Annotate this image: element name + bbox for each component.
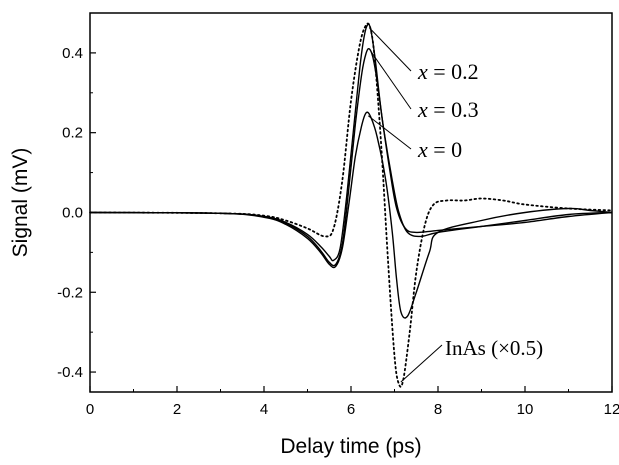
annotation-leader bbox=[370, 51, 412, 110]
y-axis-ticks: 0.4 0.2 0.0 -0.2 -0.4 bbox=[57, 12, 96, 381]
annotation-leader bbox=[367, 115, 412, 150]
x-axis-ticks: 0 2 4 6 8 10 12 bbox=[86, 386, 619, 418]
annotation-value: = 0.3 bbox=[428, 97, 479, 122]
leader-lines bbox=[367, 27, 443, 383]
y-tick-label: 0.2 bbox=[62, 125, 83, 142]
annotation-label: x = 0.3 bbox=[417, 97, 479, 122]
x-axis-title: Delay time (ps) bbox=[280, 435, 421, 458]
annotation-leader bbox=[400, 344, 443, 383]
annotation-label: x = 0 bbox=[417, 137, 462, 162]
plot-lines bbox=[89, 22, 613, 388]
series-line-1 bbox=[89, 47, 613, 267]
x-tick-label: 4 bbox=[260, 401, 268, 418]
series-line-2 bbox=[89, 111, 613, 319]
y-tick-label: 0.4 bbox=[62, 45, 83, 62]
annotation-value: = 0.2 bbox=[428, 59, 479, 84]
x-tick-label: 6 bbox=[347, 401, 355, 418]
annotation-variable: x bbox=[417, 97, 428, 122]
x-tick-label: 10 bbox=[517, 401, 534, 418]
y-tick-label: -0.4 bbox=[57, 364, 83, 381]
y-axis-title: Signal (mV) bbox=[9, 148, 32, 258]
x-tick-label: 0 bbox=[86, 401, 94, 418]
series-line-3 bbox=[89, 22, 613, 388]
x-tick-label: 2 bbox=[173, 401, 181, 418]
annotation-value: InAs (×0.5) bbox=[445, 336, 543, 360]
annotation-leader bbox=[369, 27, 412, 72]
series-line-0 bbox=[89, 23, 613, 262]
x-tick-label: 12 bbox=[604, 401, 619, 418]
annotation-variable: x bbox=[417, 137, 428, 162]
annotation-label: x = 0.2 bbox=[417, 59, 479, 84]
annotation-variable: x bbox=[417, 59, 428, 84]
annotation-label: InAs (×0.5) bbox=[445, 336, 543, 360]
y-tick-label: 0.0 bbox=[62, 204, 83, 221]
x-tick-label: 8 bbox=[434, 401, 442, 418]
annotation-value: = 0 bbox=[428, 137, 462, 162]
y-tick-label: -0.2 bbox=[57, 284, 83, 301]
